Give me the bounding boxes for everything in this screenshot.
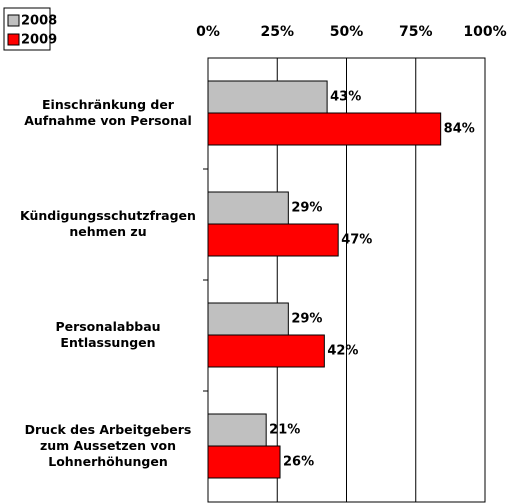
legend-label: 2009 xyxy=(21,33,57,48)
value-label: 47% xyxy=(341,233,372,248)
category-label: Druck des Arbeitgebers zum Aussetzen von… xyxy=(24,422,192,469)
x-tick-label: 25% xyxy=(260,24,294,40)
bar xyxy=(207,80,328,114)
bar xyxy=(207,334,325,368)
bar xyxy=(207,191,289,225)
x-tick-label: 50% xyxy=(330,24,364,40)
category-label: Kündigungsschutzfragen nehmen zu xyxy=(20,208,196,239)
category-label: Personalabbau Entlassungen xyxy=(55,319,161,350)
value-label: 43% xyxy=(330,90,361,105)
bar xyxy=(207,112,442,146)
category-label: Einschränkung der Aufnahme von Personal xyxy=(24,97,192,128)
legend-label: 2008 xyxy=(21,14,57,29)
value-label: 84% xyxy=(444,122,475,137)
value-label: 21% xyxy=(269,423,300,438)
bar xyxy=(207,445,281,479)
value-label: 26% xyxy=(283,455,314,470)
x-tick-label: 75% xyxy=(399,24,433,40)
legend-swatch xyxy=(7,33,20,46)
x-tick-label: 0% xyxy=(196,24,220,40)
bar xyxy=(207,413,267,447)
legend-swatch xyxy=(7,14,20,27)
value-label: 42% xyxy=(327,344,358,359)
value-label: 29% xyxy=(291,312,322,327)
value-label: 29% xyxy=(291,201,322,216)
bar xyxy=(207,302,289,336)
x-tick-label: 100% xyxy=(463,24,506,40)
bar xyxy=(207,223,339,257)
